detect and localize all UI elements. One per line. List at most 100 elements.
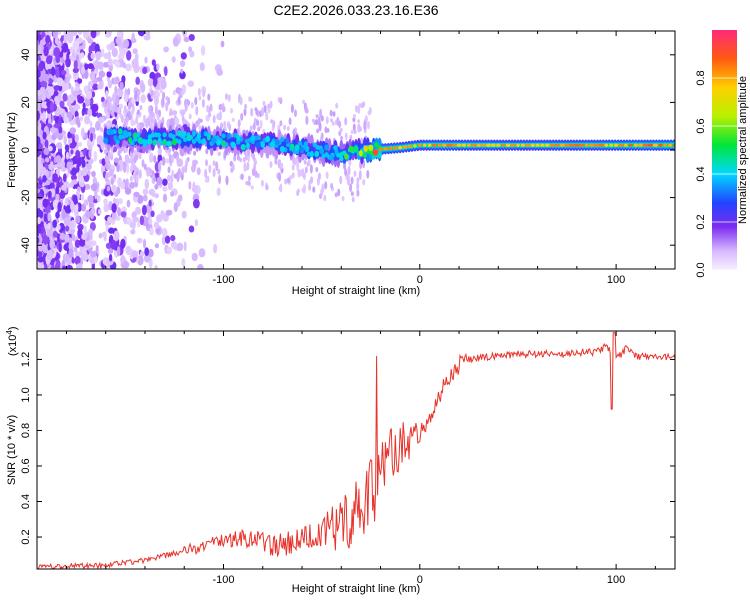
spectrogram-cell: [136, 237, 143, 244]
colorbar-gradient: [712, 30, 737, 270]
spectrogram-cell: [37, 193, 43, 200]
spectrogram-cell: [53, 85, 60, 91]
spectrogram-cell: [155, 227, 161, 234]
spectrogram-cell: [148, 218, 153, 225]
spectrogram-cell: [110, 240, 117, 250]
spectrogram-cell: [37, 31, 41, 35]
spectrogram-cell: [189, 50, 195, 58]
spectrogram-cell: [117, 31, 122, 38]
spectrogram-cell: [67, 131, 72, 139]
spectrogram-cell: [167, 166, 171, 174]
spectrogram-cell: [364, 115, 368, 123]
spectrogram-cell: [194, 97, 198, 106]
spectrogram-cell: [136, 194, 144, 204]
spectrogram-cell: [143, 114, 146, 122]
spectrogram-cell: [432, 143, 437, 147]
spectrogram-cell: [227, 121, 230, 129]
spectrogram-cell: [45, 34, 51, 44]
spectrogram-cell: [422, 143, 427, 147]
spectrogram-cell: [84, 97, 91, 107]
spectrogram-cell: [116, 163, 120, 173]
spectrogram-cell: [348, 159, 352, 166]
spectrogram-cell: [69, 46, 74, 54]
spectrogram-cell: [65, 151, 70, 160]
spectrogram-cell: [209, 103, 213, 112]
spectrogram-cell: [140, 94, 146, 103]
spectrogram-cell: [156, 176, 163, 186]
spectrogram-cell: [137, 31, 145, 37]
spectrogram-cell: [37, 136, 41, 146]
spectrogram-cell: [382, 147, 388, 151]
spectrogram-cell: [388, 146, 393, 150]
spectrogram-cell: [254, 107, 258, 112]
spectrogram-cell: [76, 263, 83, 269]
spectrogram-cell: [138, 154, 142, 160]
spectrogram-cell: [208, 164, 212, 174]
spectrogram-cell: [254, 170, 258, 178]
spectrogram-cell: [356, 189, 360, 197]
spectrogram-cell: [368, 144, 374, 151]
spectrogram-cell: [136, 109, 140, 116]
spectrogram-cell: [153, 176, 157, 182]
spectrogram-cell: [82, 39, 86, 50]
spectrogram-cell: [77, 31, 83, 35]
spectrogram-cell: [182, 130, 186, 138]
x-tick-label: -100: [212, 274, 234, 286]
y-tick-label: 40: [20, 49, 32, 61]
spectrogram-cell: [366, 169, 370, 179]
spectrogram-cell: [63, 112, 67, 121]
spectrogram-cell: [91, 83, 99, 91]
spectrogram-cell: [117, 106, 121, 115]
spectrogram-cell: [82, 31, 90, 39]
spectrogram-cell: [162, 186, 168, 192]
spectrogram-cell: [107, 151, 111, 161]
spectrogram-cell: [149, 71, 156, 81]
spectrogram-cell: [201, 99, 205, 108]
spectrogram-cell: [133, 191, 140, 198]
spectrogram-cell: [49, 101, 55, 113]
spectrogram-cell: [103, 203, 110, 213]
spectrogram-cell: [246, 142, 250, 149]
spectrogram-cell: [101, 231, 107, 238]
spectrogram-cell: [206, 133, 211, 141]
spectrogram-cell: [230, 107, 233, 114]
spectrogram-cell: [285, 137, 290, 145]
spectrogram-cell: [618, 143, 624, 147]
spectrogram-cell: [372, 149, 379, 156]
spectrogram-cell: [205, 148, 209, 155]
spectrogram-cell: [116, 246, 121, 257]
spectrogram-cell: [153, 221, 160, 229]
spectrogram-cell: [197, 87, 201, 96]
spectrogram-cell: [59, 232, 66, 240]
spectrogram-cell: [117, 207, 122, 217]
spectrogram-cell: [44, 139, 49, 148]
spectrogram-cell: [296, 162, 300, 172]
spectrogram-cell: [37, 183, 41, 190]
spectrogram-cell: [37, 111, 40, 121]
spectrogram-cell: [97, 84, 102, 90]
spectrogram-cell: [71, 257, 76, 264]
spectrogram-cell: [344, 132, 348, 140]
colorbar-tick-label: 0.6: [695, 118, 707, 133]
spectrogram-cell: [658, 143, 663, 147]
spectrogram-cell: [126, 163, 130, 174]
spectrogram-cell: [135, 116, 139, 124]
spectrogram-cell: [360, 137, 364, 145]
spectrogram-cell: [331, 121, 335, 126]
spectrogram-cell: [85, 240, 93, 246]
x-tick-label: 0: [417, 274, 423, 286]
spectrogram-cell: [137, 220, 141, 228]
spectrogram-cell: [86, 163, 92, 170]
spectrogram-cell: [129, 166, 133, 173]
spectrogram-cell: [73, 194, 78, 205]
spectrogram-cell: [74, 255, 81, 266]
spectrogram-cell: [95, 245, 99, 253]
spectrogram-cell: [46, 63, 53, 70]
spectrogram-cell: [120, 211, 127, 218]
spectrogram-cell: [325, 116, 329, 125]
spectrogram-cell: [243, 108, 247, 116]
spectrogram-cell: [290, 143, 295, 150]
spectrogram-cell: [167, 140, 172, 147]
spectrogram-cell: [80, 194, 85, 201]
spectrogram-cell: [69, 31, 74, 43]
